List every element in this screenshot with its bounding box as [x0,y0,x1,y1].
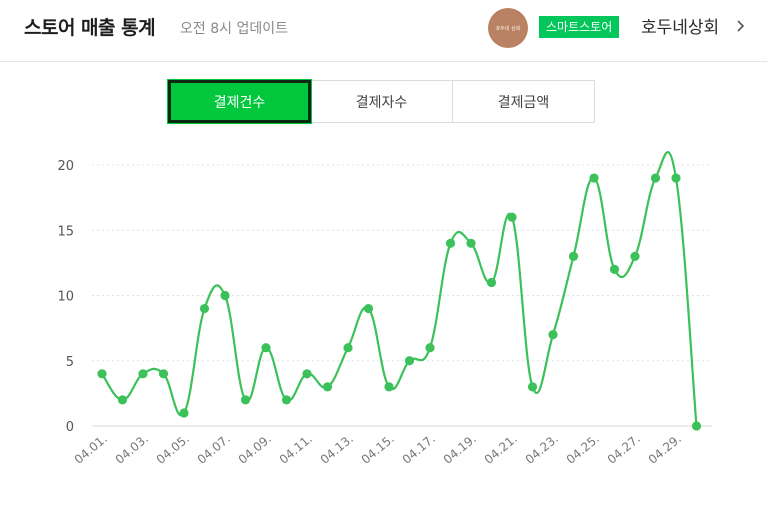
data-point [363,303,374,314]
x-tick-label: 04.05. [154,432,192,467]
data-point [322,382,333,392]
x-tick-label: 04.23. [523,432,561,467]
header: 스토어 매출 통계 오전 8시 업데이트 호두네 상회 스마트스토어 호두네상회 [0,0,767,62]
data-point [650,173,661,183]
data-point [568,251,579,261]
data-point [630,251,640,261]
data-point [671,173,681,183]
data-point [343,343,353,353]
x-tick-label: 04.15. [359,432,397,467]
x-tick-label: 04.25. [564,432,602,467]
y-tick-label: 5 [66,355,74,370]
store-avatar[interactable]: 호두네 상회 [488,8,528,48]
x-tick-label: 04.13. [318,432,356,467]
x-tick-label: 04.19. [441,432,479,467]
data-point [609,264,620,274]
data-point [261,343,271,353]
x-tick-label: 04.27. [605,432,643,467]
series-line [101,151,698,427]
x-tick-label: 04.29. [646,432,684,467]
data-point [179,408,189,418]
y-tick-label: 15 [57,224,74,239]
data-point [691,421,702,431]
x-tick-label: 04.01. [72,432,110,467]
smartstore-badge: 스마트스토어 [539,16,620,38]
tab-payment-amount[interactable]: 결제금액 [452,80,595,123]
data-point [404,356,415,366]
x-tick-label: 04.03. [113,432,151,467]
x-tick-label: 04.09. [236,432,274,467]
avatar-text: 호두네 상회 [495,25,521,32]
data-point [302,369,312,379]
tab-payment-count[interactable]: 결제건수 [167,79,312,124]
data-point [117,395,128,405]
data-point [158,369,169,379]
page-title: 스토어 매출 통계 [24,17,156,39]
data-point [486,277,497,288]
data-point [527,382,538,392]
x-tick-label: 04.07. [195,432,233,467]
tab-payer-count[interactable]: 결제자수 [310,80,453,123]
store-name-link[interactable]: 호두네상회 [641,18,720,38]
data-point [199,303,210,314]
metric-tabs: 결제건수 결제자수 결제금액 [167,79,595,124]
data-point [220,290,230,301]
data-point [507,212,517,222]
y-tick-label: 10 [57,290,74,305]
chevron-right-icon[interactable] [732,17,750,35]
x-tick-label: 04.21. [482,432,520,467]
data-point [445,238,456,248]
data-point [138,369,148,379]
data-point [589,173,599,183]
data-point [548,330,558,340]
y-tick-label: 0 [66,420,74,435]
x-tick-label: 04.17. [400,432,438,467]
x-tick-label: 04.11. [277,432,315,467]
data-point [384,382,394,392]
data-point [240,395,251,405]
update-time: 오전 8시 업데이트 [180,21,288,37]
data-point [281,395,292,405]
data-point [97,369,107,379]
data-point [466,238,476,248]
y-tick-label: 20 [57,159,74,174]
data-point [425,343,435,353]
